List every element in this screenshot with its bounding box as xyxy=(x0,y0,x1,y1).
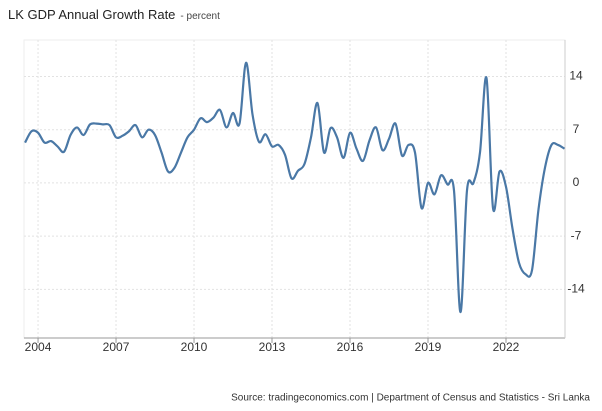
x-tick-label: 2019 xyxy=(415,340,442,354)
y-tick-label: 7 xyxy=(573,122,580,136)
x-tick-label: 2013 xyxy=(259,340,286,354)
x-tick-label: 2007 xyxy=(103,340,130,354)
y-tick-label: -7 xyxy=(571,228,582,242)
x-tick-label: 2022 xyxy=(493,340,520,354)
x-tick-label: 2004 xyxy=(25,340,52,354)
chart-title-group: LK GDP Annual Growth Rate - percent xyxy=(8,7,220,22)
x-tick-label: 2016 xyxy=(337,340,364,354)
y-tick-label: 0 xyxy=(573,175,580,189)
x-tick-label: 2010 xyxy=(181,340,208,354)
y-tick-label: -14 xyxy=(567,282,585,296)
data-line xyxy=(24,61,566,314)
y-tick-label: 14 xyxy=(569,69,583,83)
chart-title: LK GDP Annual Growth Rate xyxy=(8,7,175,22)
source: Source: tradingeconomics.com | Departmen… xyxy=(231,393,590,404)
chart-subtitle: - percent xyxy=(180,11,220,22)
